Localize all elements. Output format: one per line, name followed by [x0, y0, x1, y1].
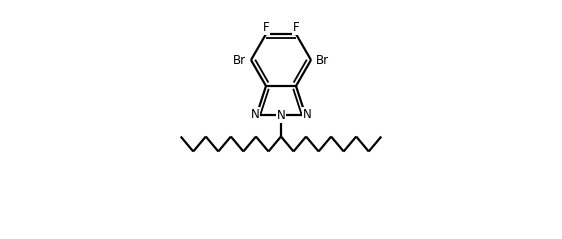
Text: Br: Br	[233, 54, 246, 66]
Text: N: N	[277, 109, 285, 122]
Text: Br: Br	[316, 54, 329, 66]
Text: F: F	[262, 21, 269, 34]
Text: N: N	[251, 108, 259, 121]
Text: N: N	[303, 108, 311, 121]
Text: F: F	[293, 21, 300, 34]
